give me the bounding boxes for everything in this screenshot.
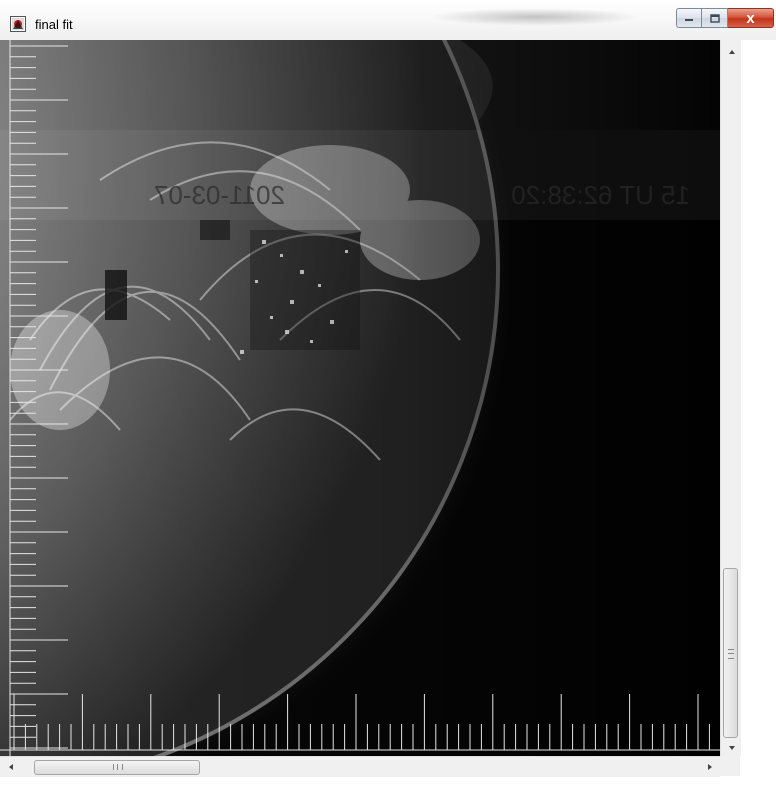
vertical-scrollbar[interactable]	[720, 40, 741, 756]
grip-icon	[728, 649, 734, 659]
title-bar[interactable]: final fit x	[0, 0, 776, 40]
close-icon: x	[746, 9, 755, 27]
window-footer	[0, 777, 776, 807]
scrollbar-corner	[720, 756, 740, 776]
maximize-icon	[709, 13, 720, 23]
title-glow	[430, 8, 640, 26]
scroll-right-arrow-icon[interactable]	[708, 764, 712, 770]
close-button[interactable]: x	[728, 8, 774, 28]
overlay-date-text: 2011-03-07	[154, 180, 285, 210]
scroll-left-arrow-icon[interactable]	[9, 764, 13, 770]
scroll-down-arrow-icon[interactable]	[729, 746, 735, 750]
maximize-button[interactable]	[702, 8, 728, 28]
horizontal-scroll-thumb[interactable]	[34, 760, 200, 775]
window-title: final fit	[35, 17, 73, 32]
app-icon[interactable]	[10, 16, 26, 32]
minimize-icon	[685, 19, 693, 21]
vertical-scroll-thumb[interactable]	[723, 568, 738, 738]
grip-icon	[113, 764, 123, 770]
horizontal-scrollbar[interactable]	[0, 756, 720, 777]
image-viewport[interactable]: 2011-03-07 15 UT 62:38:20	[0, 40, 720, 756]
minimize-button[interactable]	[676, 8, 702, 28]
scroll-up-arrow-icon[interactable]	[729, 50, 735, 54]
overlay-time-text: 15 UT 62:38:20	[511, 180, 690, 210]
solar-image: 2011-03-07 15 UT 62:38:20	[0, 40, 720, 756]
